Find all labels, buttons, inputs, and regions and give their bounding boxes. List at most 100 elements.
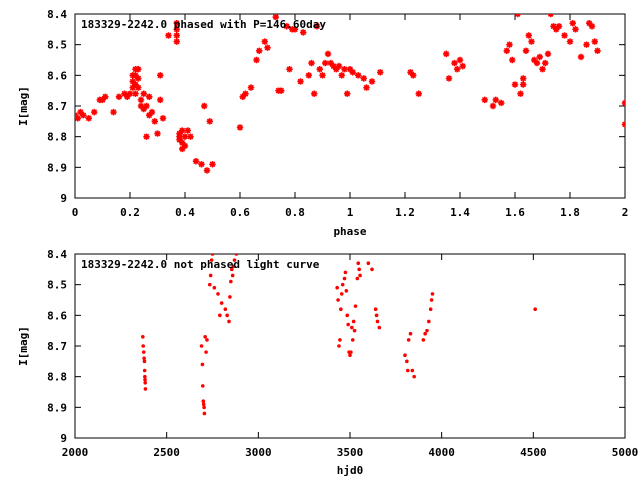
data-point: [253, 56, 260, 64]
data-point: [423, 331, 427, 336]
data-point: [146, 93, 153, 100]
y-tick-label: 8.6: [47, 69, 67, 82]
data-point: [363, 84, 370, 91]
x-axis-title: phase: [333, 225, 366, 238]
data-point: [198, 161, 205, 168]
data-point: [75, 115, 81, 122]
data-point: [443, 50, 450, 58]
data-point: [236, 124, 244, 131]
data-point: [319, 72, 326, 79]
data-point: [344, 90, 351, 97]
data-point: [181, 142, 189, 150]
data-point: [349, 350, 353, 354]
data-point: [199, 344, 204, 348]
data-point: [377, 325, 382, 330]
data-point: [343, 270, 348, 275]
y-tick-label: 8.4: [47, 8, 67, 21]
data-point: [192, 158, 200, 165]
data-point: [445, 75, 453, 82]
y-tick-label: 8.5: [47, 279, 67, 292]
data-point: [407, 69, 414, 76]
data-point: [344, 289, 349, 293]
data-point: [137, 102, 145, 110]
data-point: [228, 295, 232, 299]
y-tick-label: 8.4: [47, 248, 67, 261]
y-axis-title: I[mag]: [17, 86, 30, 126]
data-point: [181, 133, 189, 140]
data-point: [536, 53, 543, 61]
data-point: [522, 47, 530, 54]
data-point: [132, 90, 139, 97]
data-point: [406, 338, 411, 342]
data-point: [544, 50, 552, 58]
data-point: [583, 41, 590, 48]
data-point: [115, 93, 123, 100]
y-tick-label: 8.8: [47, 371, 67, 384]
data-point: [366, 261, 371, 266]
data-point: [594, 47, 601, 54]
data-point: [506, 41, 513, 48]
data-point: [129, 78, 136, 85]
data-point: [200, 362, 205, 367]
data-point: [179, 127, 186, 134]
data-point: [179, 139, 186, 146]
y-tick-label: 8.8: [47, 131, 67, 144]
data-point: [205, 338, 209, 342]
data-point: [242, 90, 249, 97]
data-point: [201, 102, 208, 110]
data-point: [230, 273, 235, 278]
data-point: [427, 319, 431, 324]
data-point: [531, 56, 538, 64]
data-point: [346, 322, 350, 327]
data-point: [498, 99, 505, 107]
data-point: [316, 66, 323, 73]
data-point: [142, 356, 146, 361]
data-point: [405, 368, 410, 373]
data-point: [338, 338, 342, 342]
data-point: [348, 353, 352, 358]
data-point: [588, 23, 596, 30]
x-tick-label: 0.8: [285, 206, 305, 219]
data-point: [261, 38, 268, 45]
data-point: [403, 353, 407, 358]
data-point: [202, 405, 206, 410]
data-point: [511, 81, 519, 88]
data-point: [533, 307, 537, 312]
data-point: [342, 276, 347, 281]
data-point: [176, 130, 183, 137]
data-point: [99, 96, 106, 104]
chart-title: 183329-2242.0 phased with P=146.60day: [81, 18, 326, 31]
data-point: [346, 66, 354, 73]
data-point: [264, 44, 271, 51]
data-point: [335, 62, 343, 70]
data-point: [229, 279, 233, 284]
data-point: [159, 115, 167, 122]
x-tick-label: 1.6: [505, 206, 525, 219]
data-points: [75, 14, 625, 174]
data-point: [360, 75, 367, 82]
data-point: [430, 292, 435, 296]
data-point: [586, 20, 593, 27]
data-point: [350, 338, 355, 342]
data-point: [324, 50, 332, 58]
y-tick-label: 8.6: [47, 309, 67, 322]
data-point: [352, 328, 357, 333]
x-tick-label: 0.6: [230, 206, 250, 219]
x-tick-label: 4500: [520, 446, 547, 459]
data-point: [173, 32, 180, 39]
data-point: [322, 59, 329, 67]
data-point: [140, 105, 147, 113]
data-point: [227, 319, 231, 324]
data-point: [566, 38, 574, 45]
data-point: [256, 47, 263, 54]
data-point: [333, 66, 340, 73]
data-point: [143, 374, 147, 379]
data-point: [143, 377, 147, 382]
data-point: [330, 62, 337, 70]
data-point: [368, 78, 376, 85]
x-tick-label: 1.8: [560, 206, 580, 219]
x-tick-label: 2000: [62, 446, 89, 459]
data-point: [569, 20, 576, 27]
data-point: [373, 307, 378, 312]
